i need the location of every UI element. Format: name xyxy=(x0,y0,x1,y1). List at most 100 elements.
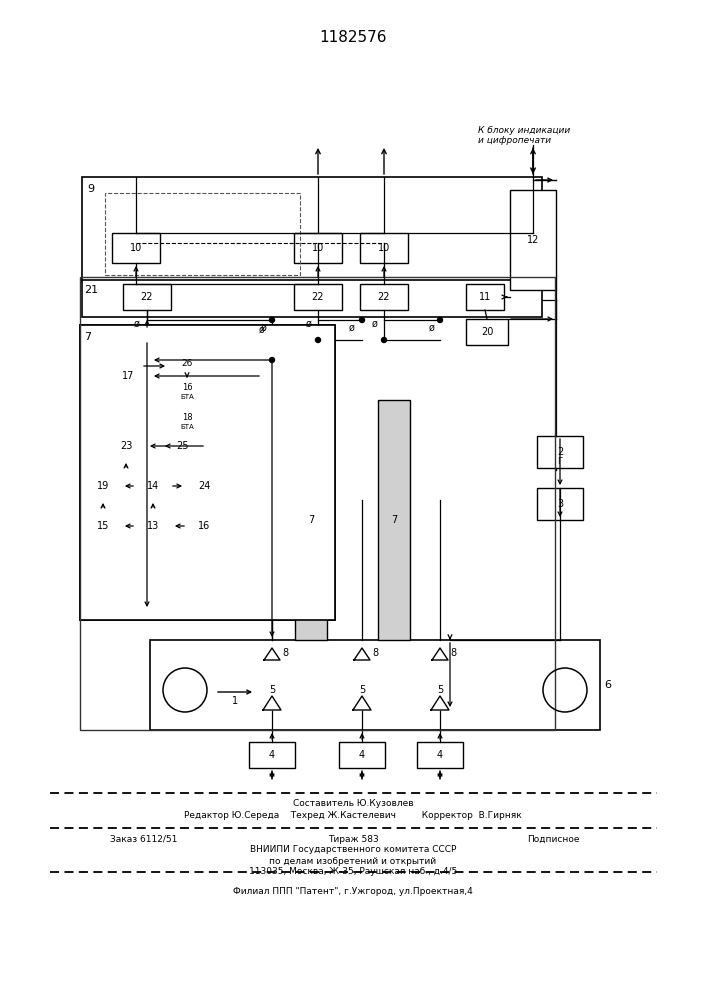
Text: Заказ 6112/51: Заказ 6112/51 xyxy=(110,834,177,844)
Text: ø: ø xyxy=(259,325,265,335)
Text: 113035, Москва, Ж-35, Раушская наб., д.4/5: 113035, Москва, Ж-35, Раушская наб., д.4… xyxy=(249,867,457,876)
Text: 14: 14 xyxy=(147,481,159,491)
Text: 26: 26 xyxy=(181,360,193,368)
Text: 20: 20 xyxy=(481,327,493,337)
Text: 1: 1 xyxy=(232,696,238,706)
Text: 10: 10 xyxy=(312,243,324,253)
Text: 16: 16 xyxy=(198,521,210,531)
Text: 25: 25 xyxy=(177,441,189,451)
Bar xyxy=(417,742,463,768)
Bar xyxy=(294,233,342,263)
Text: 7: 7 xyxy=(84,332,92,342)
Text: ø: ø xyxy=(306,319,312,329)
Text: Составитель Ю.Кузовлев: Составитель Ю.Кузовлев xyxy=(293,798,414,808)
Text: 19: 19 xyxy=(97,481,109,491)
Bar xyxy=(360,284,408,310)
Text: по делам изобретений и открытий: по делам изобретений и открытий xyxy=(269,856,436,865)
Bar xyxy=(466,319,508,345)
Bar xyxy=(168,378,206,406)
Text: 11: 11 xyxy=(479,292,491,302)
Circle shape xyxy=(382,338,387,342)
Text: 6: 6 xyxy=(604,680,612,690)
Bar xyxy=(360,233,408,263)
Bar xyxy=(168,354,206,378)
Bar xyxy=(123,284,171,310)
Text: 7: 7 xyxy=(391,515,397,525)
Text: 3: 3 xyxy=(557,499,563,509)
Text: ø: ø xyxy=(134,319,140,329)
Bar xyxy=(339,742,385,768)
Bar xyxy=(80,325,335,620)
Text: ВНИИПИ Государственного комитета СССР: ВНИИПИ Государственного комитета СССР xyxy=(250,846,456,854)
Text: Филиал ППП "Патент", г.Ужгород, ул.Проектная,4: Филиал ППП "Патент", г.Ужгород, ул.Проек… xyxy=(233,888,473,896)
Text: 16: 16 xyxy=(182,383,192,392)
Bar xyxy=(295,400,327,640)
Text: 1182576: 1182576 xyxy=(320,30,387,45)
Polygon shape xyxy=(431,696,449,710)
Text: 7: 7 xyxy=(308,515,314,525)
Text: Г: Г xyxy=(557,456,563,466)
Bar xyxy=(82,280,542,317)
Text: 8: 8 xyxy=(282,648,288,658)
Bar xyxy=(80,325,335,620)
Text: 17: 17 xyxy=(122,371,134,381)
Polygon shape xyxy=(354,648,370,660)
Text: ø: ø xyxy=(261,323,267,333)
Text: 22: 22 xyxy=(312,292,325,302)
Circle shape xyxy=(315,338,320,342)
Bar xyxy=(105,362,151,390)
Text: 10: 10 xyxy=(378,243,390,253)
Text: 24: 24 xyxy=(198,481,210,491)
Text: 5: 5 xyxy=(437,685,443,695)
Text: 2: 2 xyxy=(557,447,563,457)
Text: 8: 8 xyxy=(372,648,378,658)
Polygon shape xyxy=(264,648,280,660)
Text: 9: 9 xyxy=(88,184,95,194)
Text: 22: 22 xyxy=(378,292,390,302)
Polygon shape xyxy=(353,696,371,710)
Text: К блоку индикации
и цифропечати: К блоку индикации и цифропечати xyxy=(478,126,571,145)
Bar xyxy=(168,408,206,434)
Text: Подписное: Подписное xyxy=(527,834,580,844)
Text: 4: 4 xyxy=(269,750,275,760)
Bar xyxy=(105,432,147,460)
Circle shape xyxy=(269,318,274,322)
Text: 4: 4 xyxy=(437,750,443,760)
Text: Тираж 583: Тираж 583 xyxy=(327,834,378,844)
Text: Редактор Ю.Середа    Техред Ж.Кастелевич         Корректор  В.Гирняк: Редактор Ю.Середа Техред Ж.Кастелевич Ко… xyxy=(184,812,522,820)
Polygon shape xyxy=(432,648,448,660)
Text: 15: 15 xyxy=(97,521,109,531)
Bar xyxy=(84,512,122,540)
Bar xyxy=(537,488,583,520)
Text: ø: ø xyxy=(349,323,355,333)
Circle shape xyxy=(359,318,365,322)
Bar xyxy=(466,284,504,310)
Bar xyxy=(162,432,204,460)
Bar xyxy=(84,472,122,500)
Text: 10: 10 xyxy=(130,243,142,253)
Text: 22: 22 xyxy=(141,292,153,302)
Text: 5: 5 xyxy=(359,685,365,695)
Circle shape xyxy=(438,318,443,322)
Bar xyxy=(82,177,542,282)
Bar xyxy=(510,190,556,290)
Text: БТА: БТА xyxy=(180,394,194,400)
Text: 23: 23 xyxy=(119,441,132,451)
Text: ø: ø xyxy=(372,319,378,329)
Polygon shape xyxy=(263,696,281,710)
Text: 5: 5 xyxy=(269,685,275,695)
Text: 21: 21 xyxy=(84,285,98,295)
Bar xyxy=(378,400,410,640)
Text: 13: 13 xyxy=(147,521,159,531)
Bar xyxy=(134,512,172,540)
Bar xyxy=(134,472,172,500)
Bar xyxy=(112,233,160,263)
Bar xyxy=(150,640,600,730)
Text: 4: 4 xyxy=(359,750,365,760)
Bar xyxy=(80,277,555,730)
Circle shape xyxy=(269,358,274,362)
Bar xyxy=(185,512,223,540)
Bar xyxy=(294,284,342,310)
Bar xyxy=(537,436,583,468)
Text: ø: ø xyxy=(429,323,435,333)
